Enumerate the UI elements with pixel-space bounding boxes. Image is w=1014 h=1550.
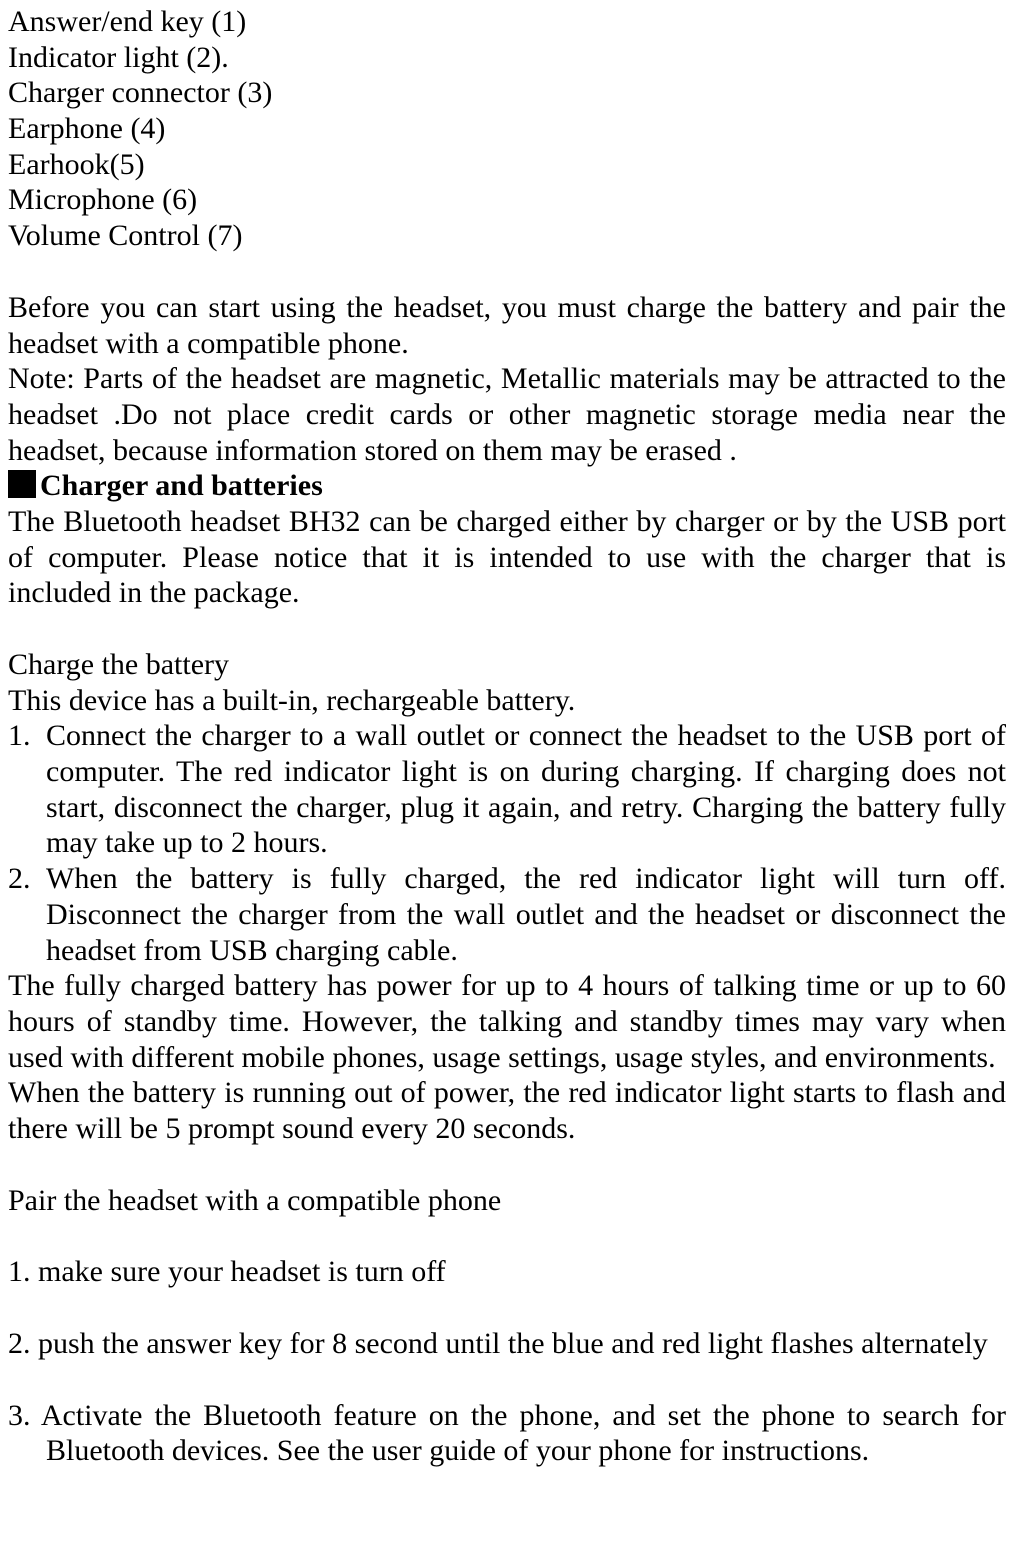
parts-item: Earhook(5)	[8, 147, 1006, 183]
parts-item: Volume Control (7)	[8, 218, 1006, 254]
charge-after-paragraph: The fully charged battery has power for …	[8, 968, 1006, 1075]
blank-line	[8, 1362, 1006, 1398]
charge-intro: This device has a built-in, rechargeable…	[8, 683, 1006, 719]
parts-item: Indicator light (2).	[8, 40, 1006, 76]
section-body: The Bluetooth headset BH32 can be charge…	[8, 504, 1006, 611]
pair-step: 1. make sure your headset is turn off	[8, 1254, 1006, 1290]
blank-line	[8, 254, 1006, 290]
charge-after-paragraph: When the battery is running out of power…	[8, 1075, 1006, 1146]
blank-line	[8, 1147, 1006, 1183]
charge-step: 2. When the battery is fully charged, th…	[8, 861, 1006, 968]
charge-steps-list: 1. Connect the charger to a wall outlet …	[8, 718, 1006, 968]
intro-note: Note: Parts of the headset are magnetic,…	[8, 361, 1006, 468]
pair-title: Pair the headset with a compatible phone	[8, 1183, 1006, 1219]
parts-item: Answer/end key (1)	[8, 4, 1006, 40]
charge-step: 1. Connect the charger to a wall outlet …	[8, 718, 1006, 861]
parts-item: Earphone (4)	[8, 111, 1006, 147]
parts-item: Microphone (6)	[8, 182, 1006, 218]
pair-step: 3. Activate the Bluetooth feature on the…	[8, 1398, 1006, 1469]
charge-title: Charge the battery	[8, 647, 1006, 683]
step-number: 2.	[8, 861, 46, 897]
step-text: When the battery is fully charged, the r…	[46, 861, 1006, 968]
square-bullet-icon	[8, 470, 36, 498]
parts-item: Charger connector (3)	[8, 75, 1006, 111]
blank-line	[8, 611, 1006, 647]
document-page: Answer/end key (1) Indicator light (2). …	[0, 0, 1014, 1550]
step-number: 1.	[8, 718, 46, 754]
step-text: Connect the charger to a wall outlet or …	[46, 718, 1006, 861]
section-heading-row: Charger and batteries	[8, 468, 1006, 504]
blank-line	[8, 1290, 1006, 1326]
intro-paragraph: Before you can start using the headset, …	[8, 290, 1006, 361]
pair-step: 2. push the answer key for 8 second unti…	[8, 1326, 1006, 1362]
section-heading: Charger and batteries	[40, 469, 323, 502]
blank-line	[8, 1218, 1006, 1254]
